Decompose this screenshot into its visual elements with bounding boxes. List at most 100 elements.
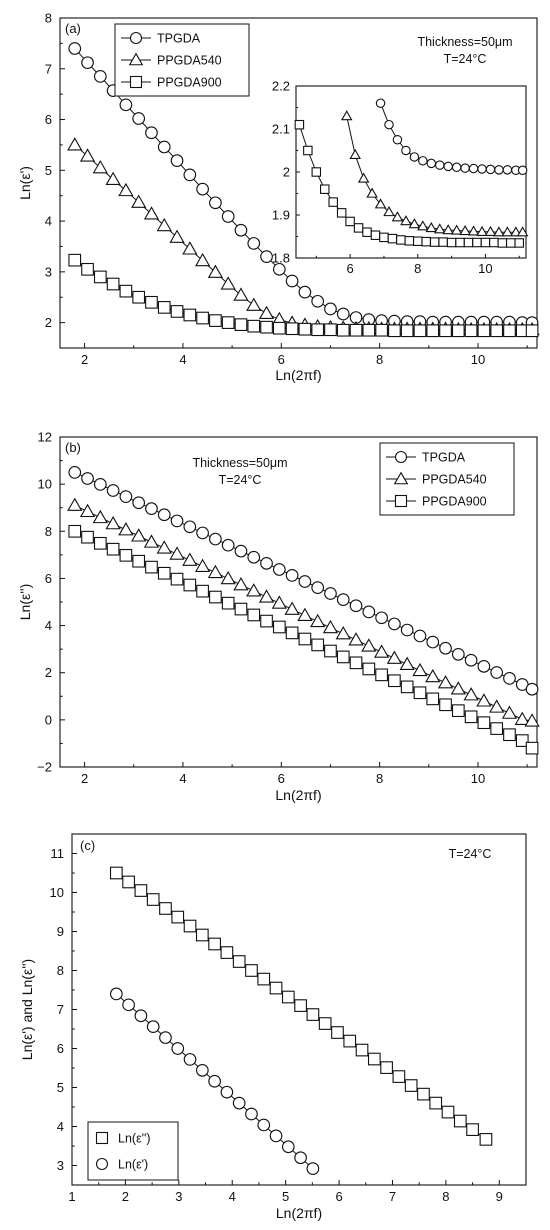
pa-y-tick-label: 5 [45,163,52,178]
pb-data-point [514,711,530,725]
pai-data-point [303,145,313,156]
pc-data-point [134,884,148,897]
pa-data-point [260,320,273,334]
pa-data-point [298,322,312,336]
pb-data-point [388,617,401,631]
pb-data-point [157,508,171,522]
pa-legend-label: TPGDA [157,32,201,46]
pai-data-point [433,223,446,234]
pa-data-point [503,324,516,338]
pa-legend-label: PPGDA900 [157,76,222,90]
pai-data-point [387,233,398,244]
pa-data-point [145,126,158,140]
pb-data-point [451,647,465,661]
pa-y-tick-label: 7 [45,61,52,76]
pb-y-tick-label: −2 [37,760,52,775]
pai-data-point [336,208,347,218]
pc-data-point [417,1087,430,1101]
pb-y-tick-label: 8 [45,524,52,539]
pc-y-tick-label: 10 [50,885,64,900]
pb-data-point [92,509,108,524]
pb-data-point [490,722,504,735]
pa-data-point [477,324,491,338]
pb-data-point [349,599,363,613]
pb-data-point [220,570,236,585]
pb-data-point [324,587,337,600]
pa-y-tick-label: 8 [45,11,52,26]
pc-x-axis-title: Ln(2πf) [276,1205,322,1221]
pb-data-point [336,650,350,664]
pa-data-point [246,297,262,311]
pa-legend-marker [128,52,144,66]
pc-data-point [331,1026,344,1039]
pc-data-point [441,1105,455,1119]
pb-data-point [439,641,452,655]
pai-data-point [446,237,457,248]
pc-legend [87,1121,179,1181]
pai-data-point [459,224,471,236]
pc-data-point [245,964,258,977]
pa-data-point [131,194,147,208]
pa-data-point [388,324,401,338]
pc-x-tick-label: 8 [442,1189,449,1204]
panel-a-chart: 2 4 6 8 10 2 3 4 5 6 7 8 (a) Ln(ε') Ln(2πf) Thickness=5… [17,11,540,383]
panel-c-chart: 1 2 3 4 5 6 7 8 9 3 4 5 6 7 8 9 10 11 (c) Ln(ε') and Ln(ε''… [19,833,527,1221]
pb-panel-label: (b) [65,440,81,455]
pb-data-point [362,662,376,676]
pai-data-point [418,156,428,166]
pa-data-point [426,324,440,338]
pai-data-point [493,226,505,237]
pa-data-point [157,140,171,154]
pa-data-point [336,323,350,337]
pb-data-point [361,638,377,652]
pai-data-point [408,218,421,229]
pai-data-point [391,211,404,222]
pc-data-point [195,1063,209,1077]
pa-data-point [170,154,184,168]
pb-data-point [157,566,171,580]
pc-data-point [159,1031,172,1044]
pb-data-point [183,520,197,534]
pai-data-point [502,165,513,175]
pai-data-point [460,163,470,173]
pai-x-tick-label: 10 [478,261,492,276]
pb-data-point [247,550,261,564]
pb-data-point [81,530,94,544]
pb-data-point [93,478,107,491]
pa-data-point [285,274,299,288]
pai-data-point [472,237,482,248]
pb-data-point [386,650,403,664]
pa-data-point [209,196,222,210]
pb-data-point [388,674,401,688]
pb-data-point [145,502,158,516]
pb-data-point [221,538,235,552]
pb-data-point [525,741,539,755]
pai-data-point [417,220,429,231]
pb-x-tick-label: 10 [471,771,485,786]
pa-data-point [183,168,197,182]
pa-data-point [119,284,133,298]
pb-data-point [93,536,107,550]
pc-annotation-temperature: T=24°C [449,847,492,861]
pb-annotation-temperature: T=24°C [219,473,262,487]
pai-data-point [374,198,387,209]
pb-legend-label: TPGDA [422,451,466,465]
pa-data-point [375,323,388,337]
pb-data-point [450,681,466,695]
pb-data-point [297,607,313,621]
pb-legend-marker [394,494,408,508]
pa-data-point [221,210,235,223]
pb-data-point [464,653,478,667]
pb-data-point [399,656,415,671]
pai-data-point [319,184,330,194]
pc-x-tick-label: 6 [335,1189,342,1204]
pb-data-point [207,564,224,579]
pa-data-point [324,302,337,316]
pb-data-point [68,466,82,479]
pc-y-axis-title: Ln(ε') and Ln(ε'') [19,959,35,1060]
pai-data-point [477,164,487,174]
pb-data-point [476,693,492,707]
pai-data-point [349,148,361,159]
pb-data-point [375,668,388,682]
pc-x-tick-label: 4 [229,1189,236,1204]
